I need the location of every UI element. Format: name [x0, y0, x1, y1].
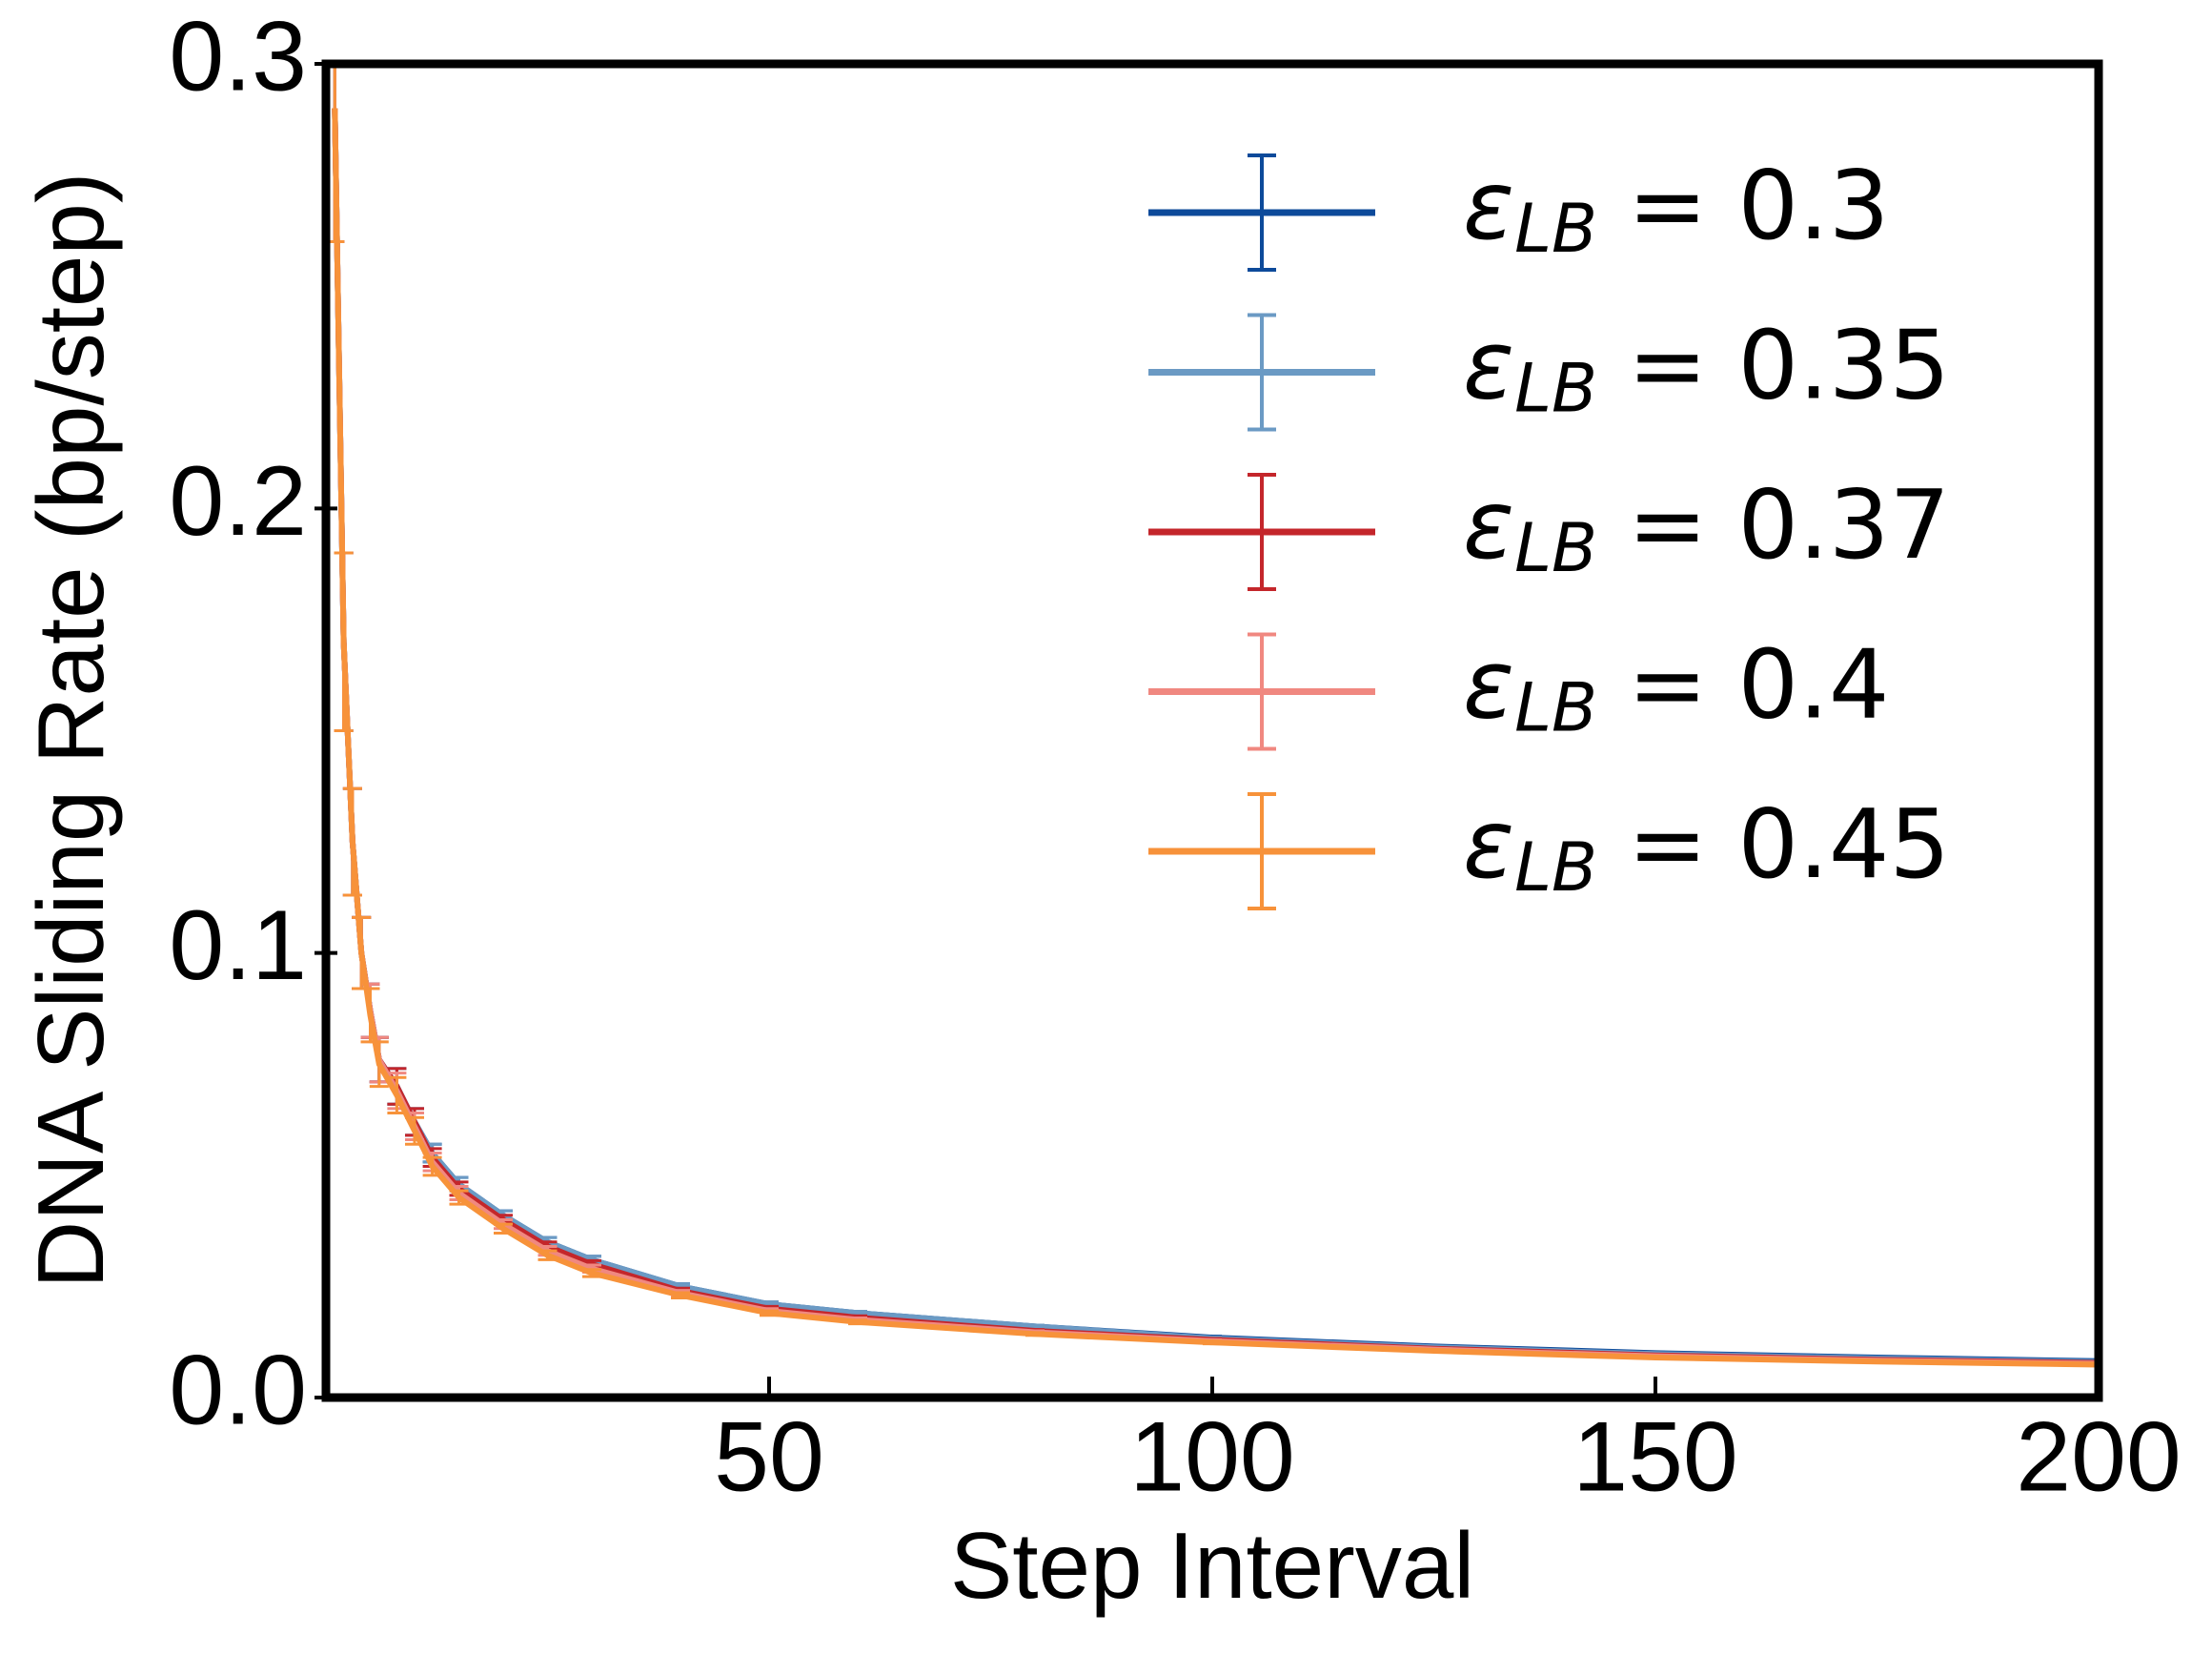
legend-label: εLB = 0.35 — [1463, 310, 1950, 428]
plot-area — [326, 64, 2099, 1368]
legend-label: εLB = 0.37 — [1463, 469, 1950, 587]
y-tick-label: 0.2 — [169, 446, 307, 557]
legend-label: εLB = 0.45 — [1463, 788, 1950, 907]
legend-label: εLB = 0.4 — [1463, 629, 1890, 747]
y-tick-label: 0.0 — [169, 1335, 307, 1445]
y-tick-label: 0.3 — [169, 1, 307, 112]
y-axis-label: DNA Sliding Rate (bp/step) — [18, 172, 123, 1288]
x-tick-label: 100 — [1129, 1401, 1295, 1512]
x-axis-label: Step Interval — [950, 1513, 1474, 1618]
x-tick-label: 200 — [2016, 1401, 2182, 1512]
plot-frame — [321, 59, 2103, 1402]
series-line — [332, 108, 2099, 1368]
y-tick-label: 0.1 — [169, 890, 307, 1001]
x-tick-label: 50 — [714, 1401, 824, 1512]
x-tick-label: 150 — [1573, 1401, 1738, 1512]
legend-label: εLB = 0.3 — [1463, 150, 1890, 268]
